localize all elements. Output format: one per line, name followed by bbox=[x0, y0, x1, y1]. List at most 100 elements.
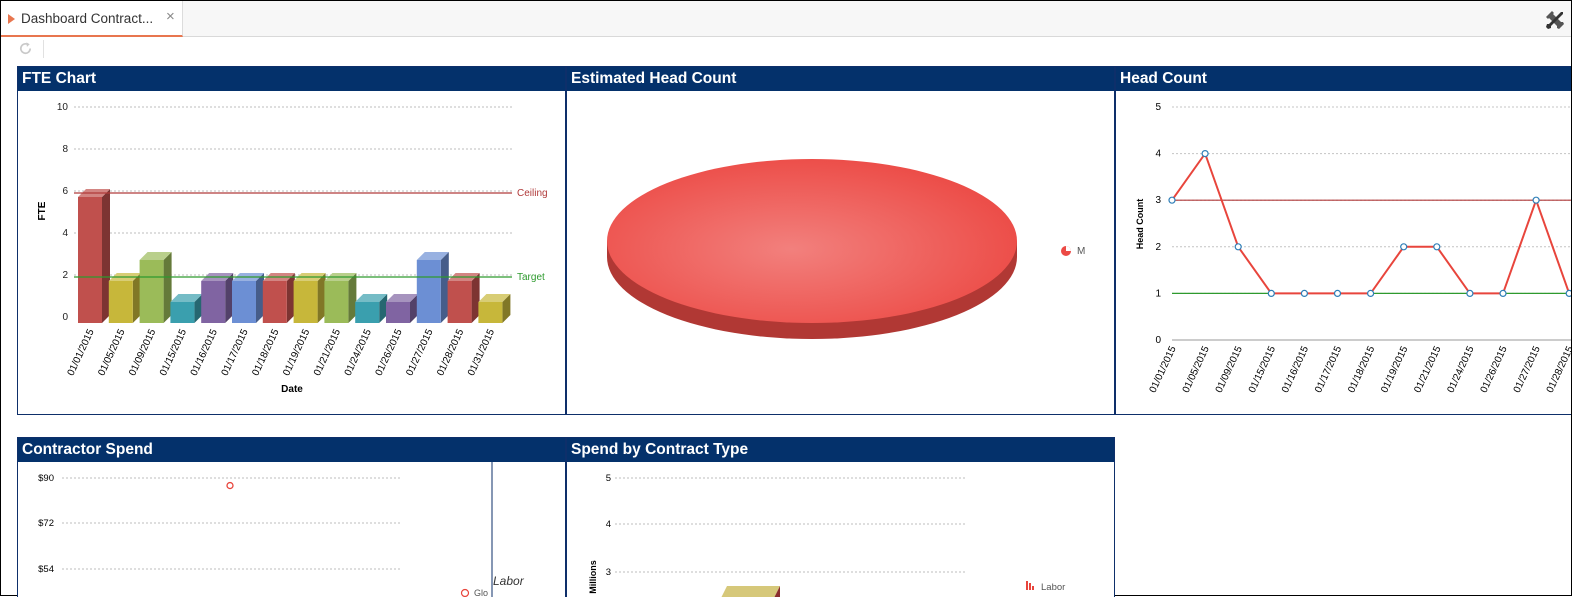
y-axis-label: Head Count bbox=[1135, 199, 1145, 250]
spend-by-contract-type-panel: Spend by Contract Type 3 4 5 Millions Labor bbox=[566, 437, 1115, 597]
x-tick-label: 01/31/2015 bbox=[466, 327, 497, 377]
y-tick-label: 4 bbox=[62, 228, 68, 239]
x-tick-label: 01/19/2015 bbox=[281, 327, 312, 377]
panel-title: Estimated Head Count bbox=[571, 70, 737, 87]
panel-title: Spend by Contract Type bbox=[571, 441, 749, 458]
legend-swatch bbox=[460, 588, 470, 597]
data-point bbox=[1400, 243, 1408, 251]
data-point bbox=[1499, 289, 1507, 297]
y-axis-label: Millions bbox=[588, 560, 598, 594]
y-tick-label: 4 bbox=[606, 519, 611, 530]
panel-title: Contractor Spend bbox=[22, 441, 153, 458]
tab-label: Dashboard Contract... bbox=[21, 11, 154, 26]
bar-side bbox=[317, 273, 326, 323]
bar-side bbox=[132, 273, 141, 323]
x-tick-label: 01/15/2015 bbox=[1247, 344, 1278, 394]
data-point bbox=[1367, 289, 1375, 297]
bar-top bbox=[721, 586, 780, 597]
x-tick-label: 01/19/2015 bbox=[1379, 344, 1410, 394]
bar bbox=[108, 281, 133, 323]
y-tick-label: 6 bbox=[62, 186, 68, 197]
bar-side bbox=[102, 189, 110, 323]
legend-label: Labor bbox=[1041, 582, 1065, 593]
x-tick-label: 01/28/2015 bbox=[1545, 344, 1571, 394]
panel-title: Head Count bbox=[1120, 70, 1207, 87]
data-point bbox=[1565, 289, 1571, 297]
y-tick-label: 10 bbox=[57, 102, 69, 113]
close-icon[interactable]: × bbox=[166, 8, 175, 25]
data-point bbox=[1466, 289, 1474, 297]
bar-side bbox=[440, 252, 449, 323]
y-tick-label: 1 bbox=[1155, 288, 1161, 299]
y-tick-label: 5 bbox=[1155, 102, 1161, 113]
bar bbox=[78, 197, 102, 323]
bar-side bbox=[348, 273, 357, 323]
bar bbox=[447, 281, 472, 323]
fte-chart: 0 2 4 6 8 10 FTE 01/01/2015 01/05/2015 01/09/2015… bbox=[37, 102, 548, 395]
pie-slice bbox=[607, 159, 1017, 323]
x-tick-label: 01/09/2015 bbox=[1214, 344, 1245, 394]
bar bbox=[416, 260, 441, 323]
bar-top bbox=[386, 294, 418, 302]
bar bbox=[170, 302, 195, 323]
data-point bbox=[1201, 149, 1209, 158]
bar bbox=[293, 281, 318, 323]
bar bbox=[355, 302, 380, 323]
y-tick-label: 5 bbox=[606, 473, 611, 484]
data-point bbox=[1267, 289, 1275, 297]
bar-top bbox=[478, 294, 511, 302]
data-point bbox=[1300, 289, 1308, 297]
x-tick-label: 01/05/2015 bbox=[96, 327, 127, 377]
bar bbox=[201, 281, 226, 323]
x-tick-label: 01/18/2015 bbox=[250, 327, 281, 377]
series-line bbox=[1171, 151, 1571, 295]
y-tick-label: $90 bbox=[38, 473, 54, 484]
panel-header: Spend by Contract Type bbox=[567, 438, 1114, 462]
legend-label: Labor bbox=[493, 574, 525, 588]
x-tick-label: 01/17/2015 bbox=[220, 327, 251, 377]
panel-header: Estimated Head Count bbox=[567, 67, 1114, 91]
y-tick-label: 2 bbox=[1155, 242, 1161, 253]
panel-title: FTE Chart bbox=[22, 70, 97, 87]
x-tick-label: 01/26/2015 bbox=[374, 327, 405, 377]
bar-top bbox=[170, 294, 203, 302]
data-point bbox=[1168, 196, 1176, 204]
fte-chart-panel: FTE Chart 0 2 4 6 8 10 FTE 01/01/2015 01/05/2015… bbox=[17, 66, 566, 415]
panel-header: Head Count bbox=[1116, 67, 1571, 91]
y-tick-label: 4 bbox=[1155, 149, 1161, 160]
refresh-icon[interactable] bbox=[18, 41, 33, 56]
toolbar-separator bbox=[43, 40, 44, 58]
x-tick-label: 01/09/2015 bbox=[127, 327, 158, 377]
tab-dashboard-contract[interactable]: Dashboard Contract... × bbox=[1, 1, 183, 37]
bar-side bbox=[286, 273, 295, 323]
y-tick-label: 0 bbox=[1155, 335, 1161, 346]
x-tick-label: 01/16/2015 bbox=[189, 327, 220, 377]
legend-label: M bbox=[1077, 246, 1085, 257]
x-tick-label: 01/27/2015 bbox=[404, 327, 435, 377]
head-count-panel: Head Count 0 1 2 3 4 5 Head Count 01/01/2015 01/… bbox=[1115, 66, 1571, 415]
bar-top bbox=[139, 252, 172, 260]
x-tick-label: 01/24/2015 bbox=[1445, 344, 1476, 394]
estimated-head-count-chart: M bbox=[607, 159, 1085, 339]
x-tick-label: 01/18/2015 bbox=[1346, 344, 1377, 394]
x-tick-label: 01/05/2015 bbox=[1181, 344, 1212, 394]
data-point bbox=[226, 481, 234, 490]
x-tick-label: 01/28/2015 bbox=[435, 327, 466, 377]
x-tick-label: 01/21/2015 bbox=[1412, 344, 1443, 394]
tab-bar: Dashboard Contract... × bbox=[1, 1, 1571, 37]
ceiling-label: Ceiling bbox=[517, 188, 548, 199]
x-tick-label: 01/24/2015 bbox=[343, 327, 374, 377]
bar-side bbox=[471, 273, 480, 323]
x-tick-label: 01/26/2015 bbox=[1479, 344, 1510, 394]
estimated-head-count-panel: Estimated Head Count M bbox=[566, 66, 1115, 415]
bar bbox=[478, 302, 503, 323]
bar-side bbox=[194, 294, 203, 323]
x-tick-label: 01/17/2015 bbox=[1313, 344, 1344, 394]
tab-arrow-icon bbox=[8, 14, 15, 24]
tools-icon[interactable] bbox=[1545, 10, 1565, 30]
bar-side bbox=[502, 294, 511, 323]
y-tick-label: $72 bbox=[38, 518, 54, 529]
bar-side bbox=[410, 294, 418, 323]
bar-side bbox=[774, 586, 780, 597]
data-point bbox=[1234, 243, 1242, 251]
